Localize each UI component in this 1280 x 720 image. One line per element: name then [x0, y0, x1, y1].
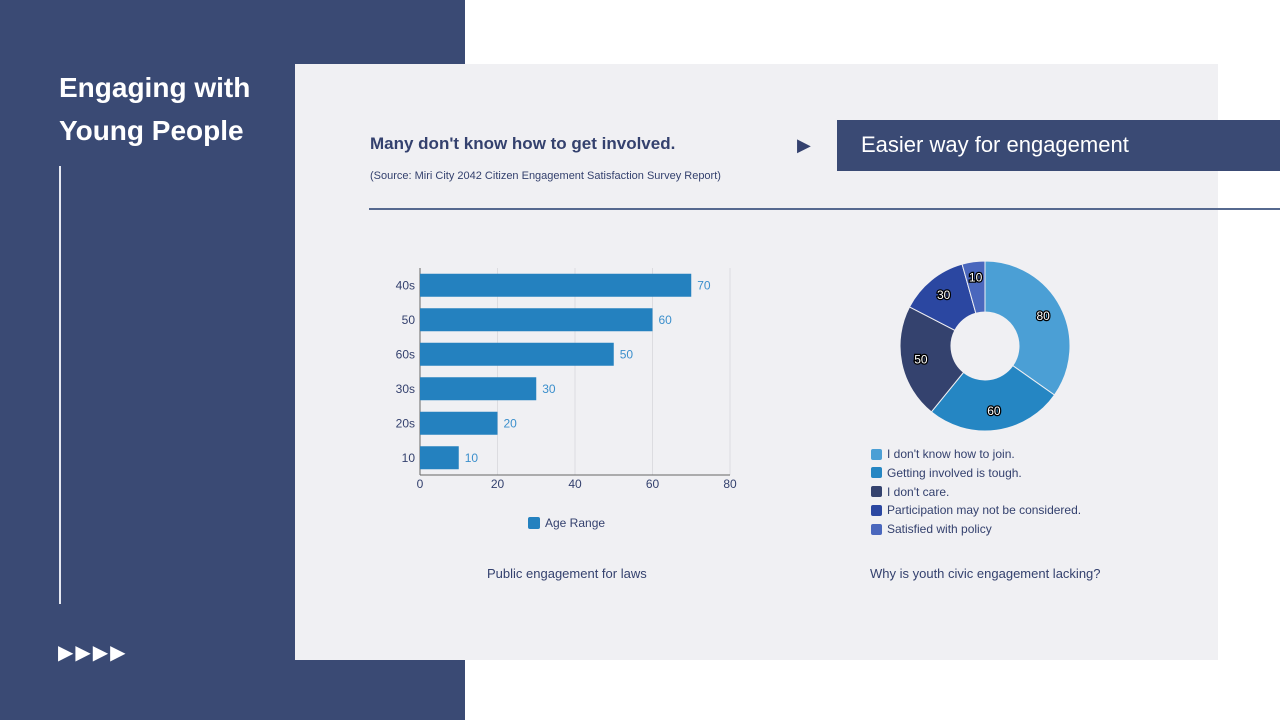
- source-note: (Source: Miri City 2042 Citizen Engageme…: [370, 170, 721, 182]
- page-title: Engaging with Young People: [59, 72, 251, 146]
- legend-swatch: [871, 523, 882, 535]
- legend-label: Participation may not be considered.: [887, 503, 1082, 518]
- donut-slice: [930, 364, 1056, 432]
- banner: Easier way for engagement: [837, 120, 1280, 171]
- legend-item: Getting involved is tough.: [871, 466, 1022, 480]
- legend-item: Participation may not be considered.: [871, 503, 1081, 517]
- play-arrow-icon: ▶: [797, 135, 811, 155]
- legend-item: I don't know how to join.: [871, 447, 1015, 461]
- y-tick-label: 30s: [396, 382, 415, 396]
- bar: [420, 446, 459, 470]
- divider: [59, 166, 61, 604]
- x-tick-label: 0: [417, 477, 424, 491]
- bar: [420, 377, 537, 401]
- bar-value-label: 60: [659, 313, 673, 327]
- bar-value-label: 10: [465, 451, 479, 465]
- legend-label: Satisfied with policy: [887, 522, 992, 537]
- legend-swatch: [528, 517, 540, 529]
- arrows-icon: ▶▶▶▶: [58, 642, 128, 664]
- legend-item: Satisfied with policy: [871, 522, 992, 536]
- bar-value-label: 50: [620, 347, 634, 361]
- donut-slice: [961, 260, 986, 314]
- slice-value-label: 60: [987, 404, 1001, 418]
- bar-value-label: 30: [542, 382, 556, 396]
- bar-value-label: 20: [504, 416, 518, 430]
- legend-label: I don't know how to join.: [887, 447, 1015, 461]
- y-tick-label: 60s: [396, 347, 415, 361]
- x-tick-label: 40: [568, 477, 582, 491]
- donut-chart-caption: Why is youth civic engagement lacking?: [870, 566, 1101, 581]
- bar: [420, 308, 653, 332]
- y-tick-label: 20s: [396, 416, 415, 430]
- bar: [420, 273, 692, 297]
- y-tick-label: 40s: [396, 278, 415, 292]
- slice-value-label: 50: [914, 352, 928, 366]
- bar-chart-caption: Public engagement for laws: [487, 566, 647, 581]
- bar-value-label: 70: [697, 278, 711, 292]
- legend-swatch: [871, 448, 882, 460]
- x-tick-label: 60: [646, 477, 660, 491]
- slice-value-label: 10: [969, 271, 983, 285]
- divider-rule: [369, 208, 1280, 210]
- x-tick-label: 80: [723, 477, 737, 491]
- bar: [420, 411, 498, 435]
- legend-item: I don't care.: [871, 485, 949, 499]
- x-tick-label: 20: [491, 477, 505, 491]
- y-tick-label: 10: [402, 451, 416, 465]
- headline: Many don't know how to get involved.: [370, 134, 676, 153]
- legend-label: Getting involved is tough.: [887, 465, 1022, 480]
- slice-value-label: 80: [1036, 309, 1050, 323]
- legend-label: Age Range: [545, 516, 605, 530]
- legend-swatch: [871, 467, 882, 479]
- bar: [420, 342, 614, 366]
- donut-slice: [899, 306, 965, 413]
- legend-swatch: [871, 486, 882, 498]
- legend-swatch: [871, 504, 882, 516]
- donut-slice: [984, 260, 1071, 396]
- y-tick-label: 50: [402, 313, 416, 327]
- slice-value-label: 30: [937, 288, 951, 302]
- legend-label: I don't care.: [887, 484, 950, 499]
